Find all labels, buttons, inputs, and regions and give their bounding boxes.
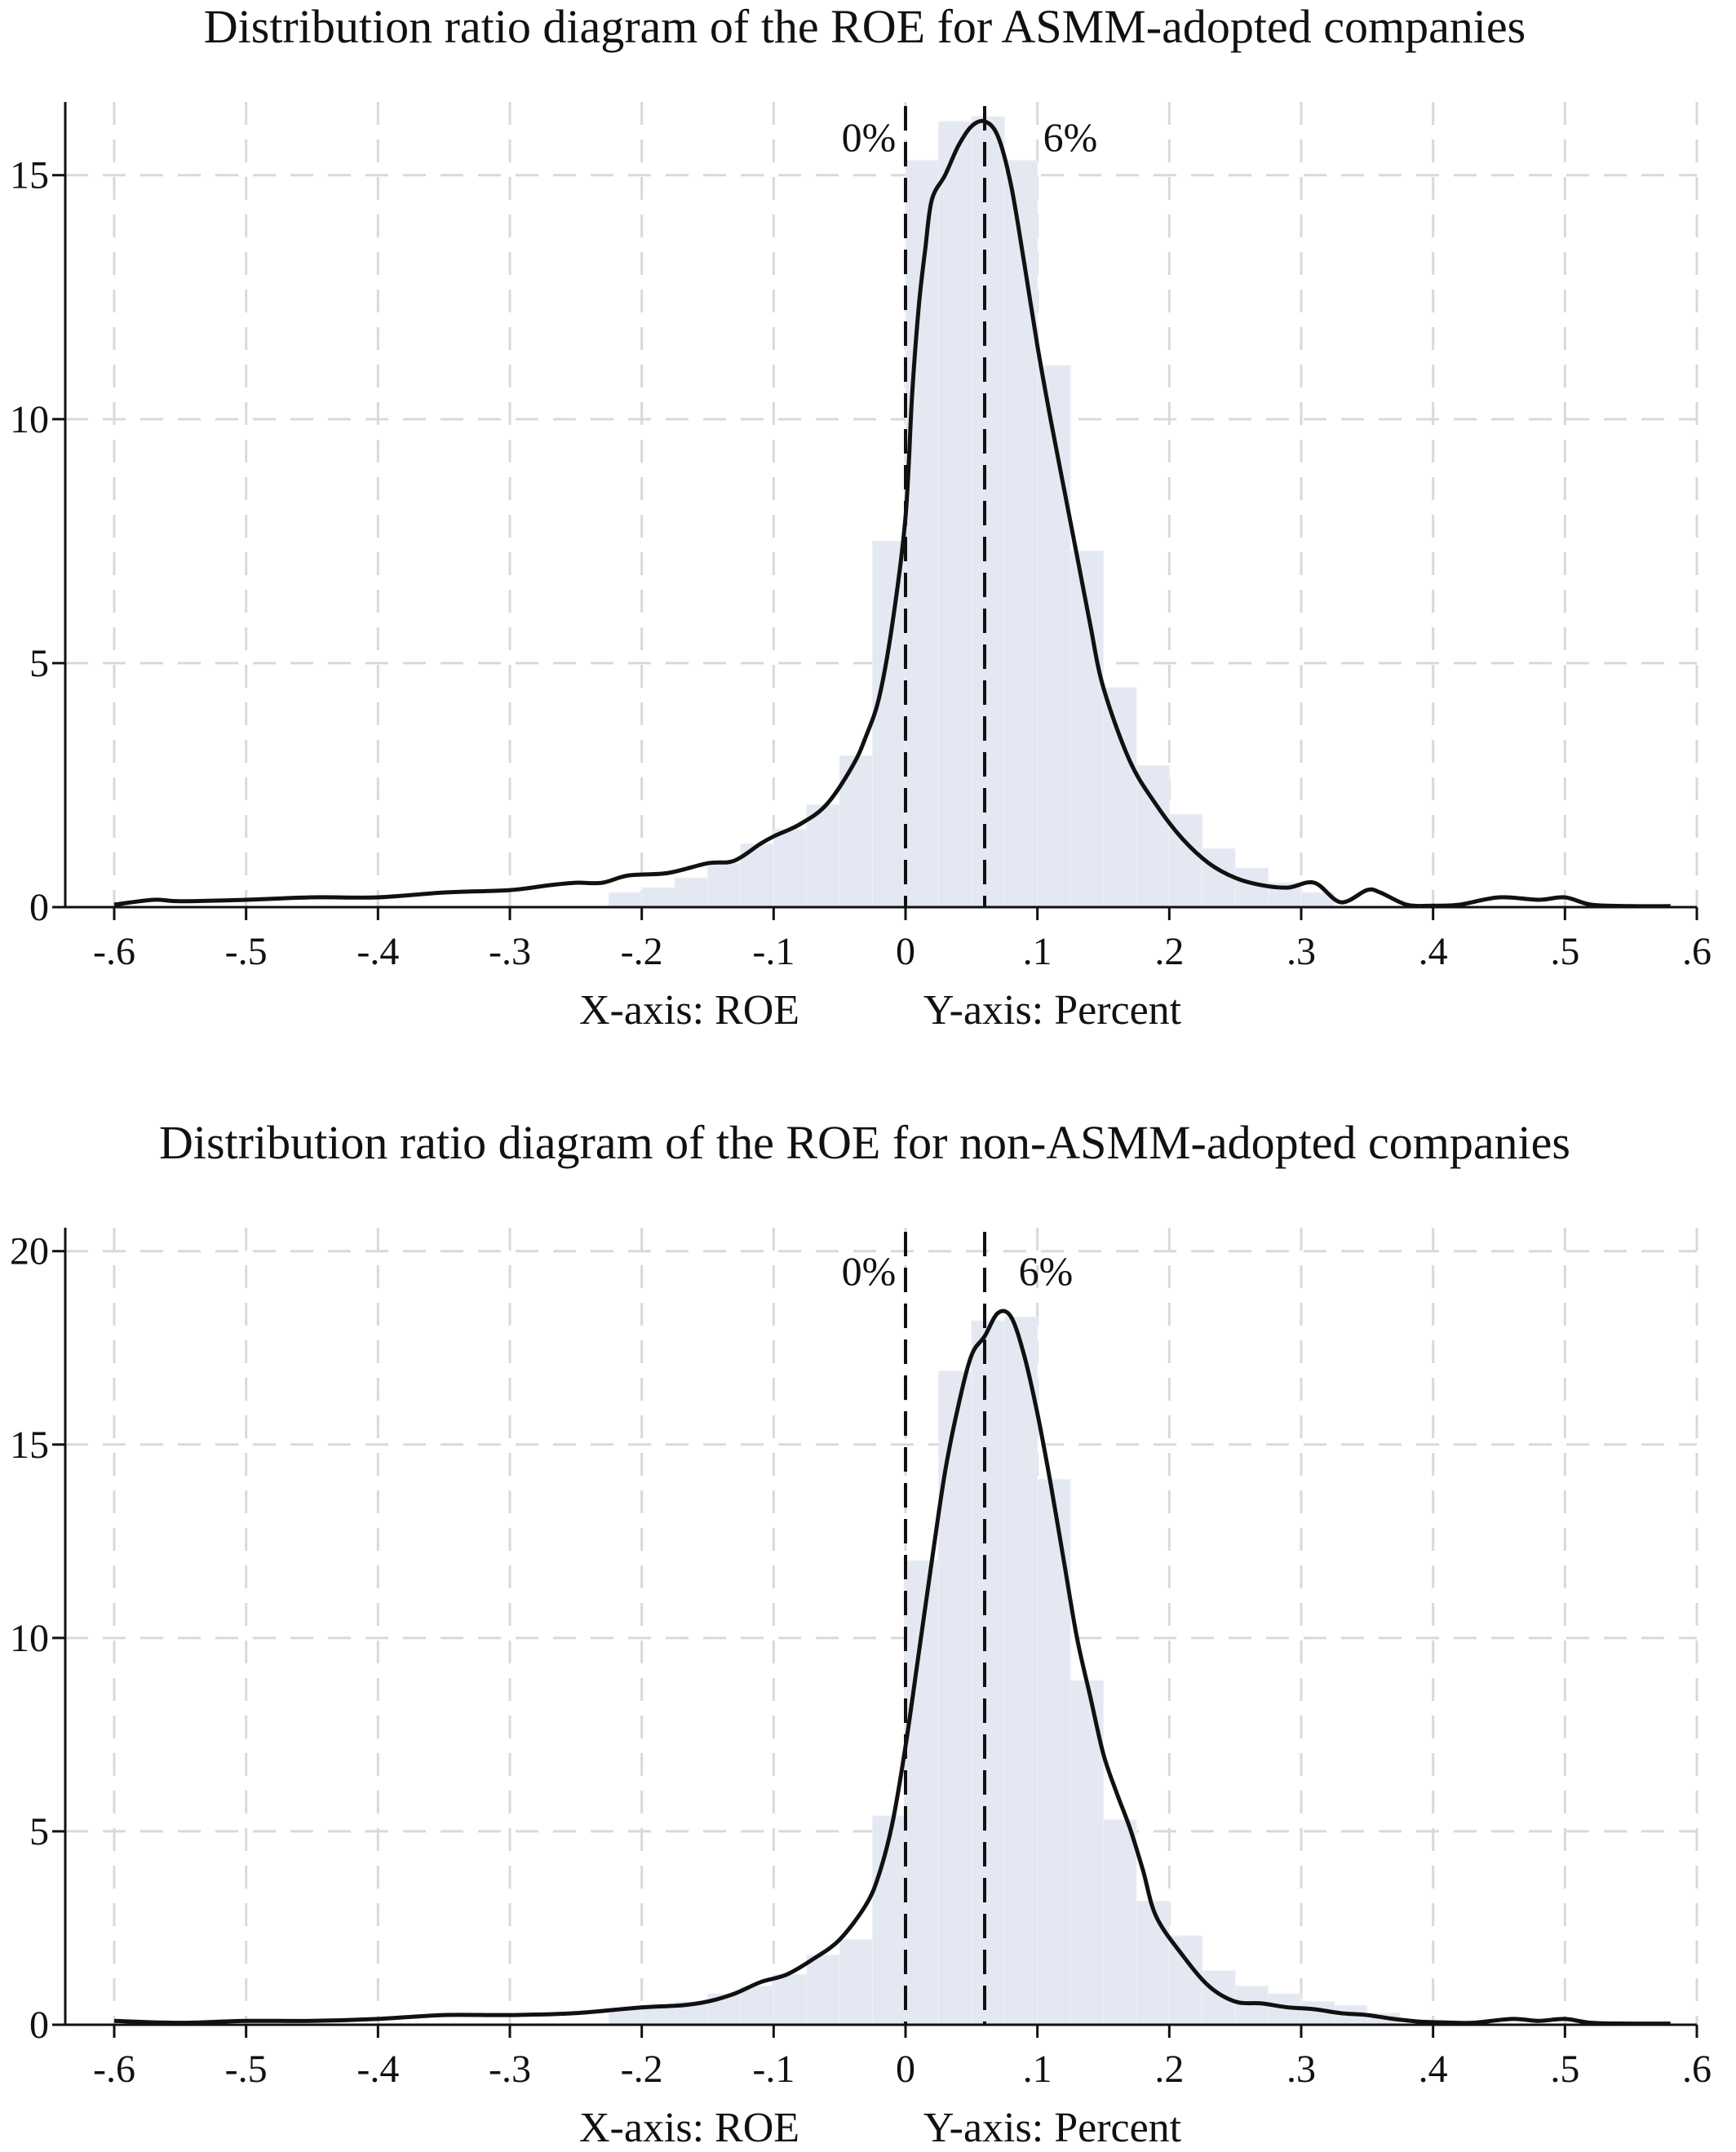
x-tick-label: .5 [1550, 930, 1579, 973]
histogram-bar [872, 1815, 906, 2026]
density-curve [113, 1308, 1671, 2026]
x-tick-label: -.1 [752, 930, 795, 973]
histogram-bar [937, 121, 972, 908]
y-axis-label: Y-axis: Percent [923, 2105, 1182, 2151]
histogram-bar [1003, 1316, 1038, 2026]
y-tick-label: 15 [10, 154, 49, 197]
histogram-bar [806, 804, 840, 908]
x-tick-label: -.1 [752, 2048, 795, 2091]
histogram-bar [1103, 687, 1137, 908]
histogram-bar [1234, 867, 1269, 908]
x-tick-label: .2 [1154, 930, 1184, 973]
y-tick-label: 5 [29, 1810, 49, 1853]
histogram-bar [1268, 1993, 1302, 2026]
plot-area: -.6 -.5 -.4 -.3 -.2 -.1 0 .1 .2 .3 .4 .5 .6 0 5 10 15 20 0… [10, 1228, 1712, 2091]
histogram-bar [1136, 765, 1170, 908]
reference-line-label: 0% [842, 114, 897, 160]
chart-panel-non-asmm: -.6 -.5 -.4 -.3 -.2 -.1 0 .1 .2 .3 .4 .5 .6 0 5 10 15 20 0… [10, 1116, 1712, 2151]
x-tick-label: 0 [896, 930, 915, 973]
x-tick-label: .5 [1550, 2048, 1579, 2091]
y-tick-label: 0 [29, 886, 49, 929]
chart-title: Distribution ratio diagram of the ROE fo… [204, 0, 1526, 53]
histogram-bar [707, 862, 742, 908]
x-tick-label: .6 [1682, 2048, 1712, 2091]
reference-line-label: 6% [1043, 114, 1098, 160]
x-tick-label: -.6 [93, 2048, 135, 2091]
x-tick-label: -.2 [621, 930, 663, 973]
x-tick-label: .3 [1286, 930, 1316, 973]
x-tick-label: .6 [1682, 930, 1712, 973]
histogram-bar [773, 828, 808, 908]
histogram-bar [872, 540, 906, 908]
x-axis-label: X-axis: ROE [579, 987, 799, 1034]
histogram-bar [1103, 1819, 1137, 2026]
x-tick-label: 0 [896, 2048, 915, 2091]
histogram-bar [773, 1973, 808, 2026]
histogram-bar [674, 877, 708, 908]
y-tick-label: 5 [29, 642, 49, 685]
plot-area: -.6 -.5 -.4 -.3 -.2 -.1 0 .1 .2 .3 .4 .5 .6 0 5 10 15 0% 6… [10, 102, 1712, 973]
y-tick-label: 20 [10, 1230, 49, 1273]
x-tick-label: -.3 [489, 930, 531, 973]
x-tick-label: -.4 [356, 930, 399, 973]
x-tick-label: -.4 [356, 2048, 399, 2091]
y-tick-label: 0 [29, 2004, 49, 2047]
x-tick-label: .1 [1023, 2048, 1052, 2091]
histogram-bar [937, 1370, 972, 2026]
histogram-bar [971, 1320, 1005, 2026]
x-tick-label: -.5 [225, 2048, 268, 2091]
histogram-bar [740, 1986, 774, 2026]
y-tick-label: 10 [10, 1617, 49, 1660]
histogram-bar [641, 887, 675, 908]
histogram-bar [839, 755, 874, 908]
histogram-bar [806, 1955, 840, 2026]
x-tick-label: -.2 [621, 2048, 663, 2091]
density-curve [113, 118, 1671, 909]
histogram-bar [839, 1939, 874, 2026]
reference-line-label: 0% [842, 1248, 897, 1294]
histogram-bar [608, 892, 643, 908]
y-tick-label: 15 [10, 1424, 49, 1467]
histogram-bar [1003, 160, 1038, 908]
x-tick-label: .4 [1419, 930, 1448, 973]
chart-panel-asmm: -.6 -.5 -.4 -.3 -.2 -.1 0 .1 .2 .3 .4 .5 .6 0 5 10 15 0% 6… [10, 0, 1712, 1034]
histogram-bar [971, 116, 1005, 908]
histogram-bar [1136, 1900, 1170, 2026]
x-tick-label: .4 [1419, 2048, 1448, 2091]
histogram-bar [1168, 1935, 1203, 2026]
chart-title: Distribution ratio diagram of the ROE fo… [159, 1116, 1570, 1169]
x-tick-label: -.3 [489, 2048, 531, 2091]
x-tick-label: .3 [1286, 2048, 1316, 2091]
y-axis-label: Y-axis: Percent [923, 987, 1182, 1034]
x-tick-label: .1 [1023, 930, 1052, 973]
y-tick-label: 10 [10, 398, 49, 441]
x-axis-label: X-axis: ROE [579, 2105, 799, 2151]
x-tick-label: -.5 [225, 930, 268, 973]
reference-line-label: 6% [1019, 1248, 1074, 1294]
x-tick-label: -.6 [93, 930, 135, 973]
x-tick-label: .2 [1154, 2048, 1184, 2091]
